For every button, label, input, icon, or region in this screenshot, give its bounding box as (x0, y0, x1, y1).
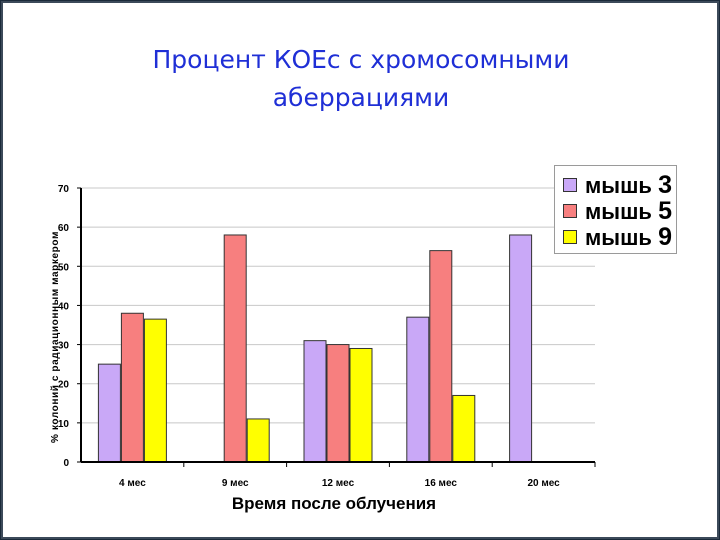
bar (246, 418, 270, 463)
legend-label-mouse-3: мышь 3 (585, 172, 672, 199)
y-tick-label: 40 (58, 301, 70, 312)
chart-legend: мышь 3 мышь 5 мышь 9 (554, 165, 677, 254)
x-tick-label: 9 мес (222, 478, 249, 489)
y-tick-label: 70 (58, 184, 70, 195)
y-axis-title: % колоний с радиационным маркером (50, 231, 61, 443)
bar (223, 234, 247, 463)
x-tick-label: 4 мес (119, 478, 146, 489)
bar (452, 394, 476, 463)
legend-item-mouse-3: мышь 3 (555, 172, 676, 198)
bar (509, 234, 533, 463)
bar (143, 318, 167, 463)
legend-item-mouse-5: мышь 5 (555, 198, 676, 224)
x-tick-label: 20 мес (527, 478, 560, 489)
x-tick-label: 16 мес (425, 478, 458, 489)
bar (120, 312, 144, 463)
legend-swatch-mouse-3 (563, 178, 577, 192)
legend-number: 9 (658, 223, 672, 251)
legend-label-mouse-5: мышь 5 (585, 198, 672, 225)
y-tick-label: 0 (63, 458, 69, 469)
legend-item-mouse-9: мышь 9 (555, 224, 676, 250)
bar (303, 340, 327, 463)
y-tick-label: 20 (58, 380, 70, 391)
bar (97, 363, 121, 463)
legend-swatch-mouse-9 (563, 230, 577, 244)
bar (406, 316, 430, 463)
x-axis-title: Время после облучения (232, 494, 436, 513)
slide-title: Процент КОЕс с хромосомными аберрациями (1, 41, 719, 117)
legend-number: 5 (658, 197, 672, 225)
legend-label-mouse-9: мышь 9 (585, 224, 672, 251)
legend-number: 3 (658, 171, 672, 199)
legend-word: мышь (585, 225, 652, 250)
y-tick-label: 10 (58, 419, 70, 430)
y-tick-label: 60 (58, 223, 70, 234)
bar (349, 347, 373, 463)
y-tick-label: 50 (58, 262, 70, 273)
legend-word: мышь (585, 173, 652, 198)
legend-swatch-mouse-5 (563, 204, 577, 218)
bar (326, 344, 350, 463)
legend-word: мышь (585, 199, 652, 224)
y-tick-label: 30 (58, 341, 70, 352)
x-tick-label: 12 мес (322, 478, 355, 489)
bar (429, 250, 453, 463)
slide-title-line-1: Процент КОЕс с хромосомными (152, 45, 570, 74)
slide-title-line-2: аберрациями (272, 83, 450, 112)
